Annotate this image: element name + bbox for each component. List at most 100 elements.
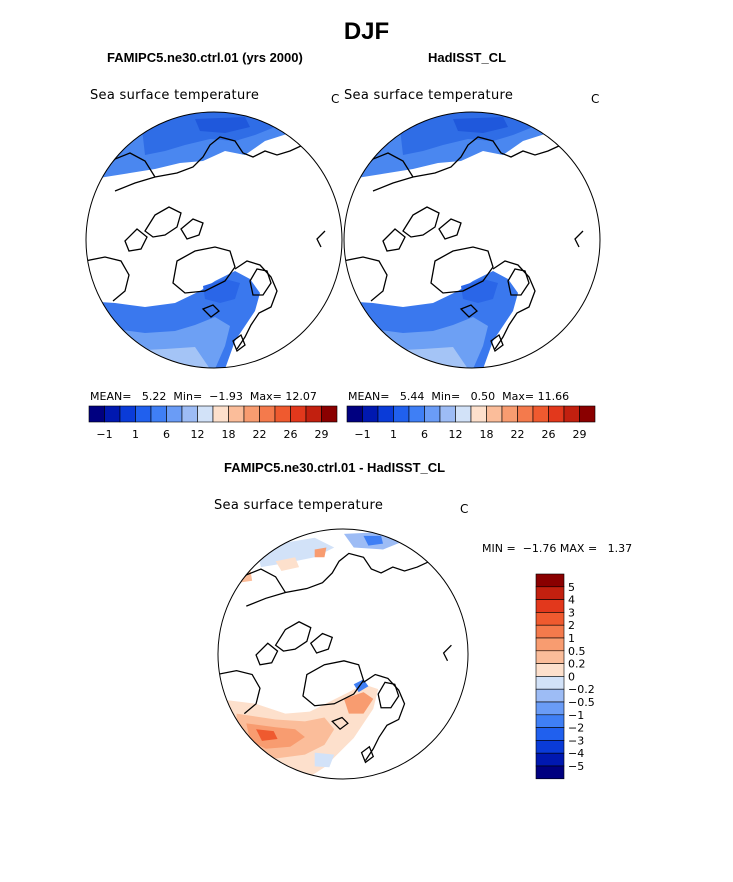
panel3-colorbar-tick-label: 0 bbox=[568, 670, 575, 683]
panel1-stats: MEAN= 5.22 Min= −1.93 Max= 12.07 bbox=[90, 390, 317, 403]
panel2-stats: MEAN= 5.44 Min= 0.50 Max= 11.66 bbox=[348, 390, 569, 403]
panel2-colorbar-tick-label: 1 bbox=[390, 428, 397, 441]
panel3-colorbar-swatch-7 bbox=[535, 663, 565, 677]
panel3-colorbar-swatch-9 bbox=[535, 688, 565, 703]
panel3-colorbar-swatch-13 bbox=[535, 740, 565, 754]
panel1-min-value: −1.93 bbox=[209, 390, 243, 403]
panel2-colorbar-tick-label: 12 bbox=[449, 428, 463, 441]
panel2-colorbar-swatch-1 bbox=[362, 405, 379, 423]
panel3-colorbar-swatch-1 bbox=[535, 586, 565, 600]
panel3-colorbar-tick-label: −3 bbox=[568, 734, 584, 747]
panel2-colorbar-swatch-11 bbox=[517, 405, 534, 423]
panel2-title: HadISST_CL bbox=[428, 50, 507, 65]
panel3-colorbar-swatch-12 bbox=[535, 727, 565, 741]
panel3-colorbar-swatch-14 bbox=[535, 752, 565, 767]
panel3-title: FAMIPC5.ne30.ctrl.01 - HadISST_CL bbox=[224, 460, 446, 475]
panel1-colorbar-swatch-11 bbox=[259, 405, 276, 423]
panel3-colorbar-swatch-3 bbox=[535, 612, 565, 626]
panel3-difference-map bbox=[217, 528, 469, 780]
panel1-colorbar-swatch-4 bbox=[150, 405, 167, 423]
panel2-colorbar-tick-label: 6 bbox=[421, 428, 428, 441]
panel3-stats: MIN = −1.76 MAX = 1.37 bbox=[482, 542, 632, 555]
panel1-colorbar-swatch-14 bbox=[305, 405, 322, 423]
panel3-max-label: MAX = bbox=[559, 542, 598, 555]
panel3-unit: C bbox=[460, 502, 469, 516]
panel3-colorbar-tick-label: 2 bbox=[568, 619, 575, 632]
panel2-max-label: Max= bbox=[502, 390, 535, 403]
panel3-colorbar-tick-label: 0.5 bbox=[568, 645, 586, 658]
panel3-colorbar-tick-label: 0.2 bbox=[568, 658, 586, 671]
panel3-colorbar-swatch-6 bbox=[535, 650, 565, 664]
panel3-colorbar-swatch-2 bbox=[535, 599, 565, 613]
panel1-min-label: Min= bbox=[173, 390, 203, 403]
panel3-colorbar-swatch-10 bbox=[535, 701, 565, 716]
panel1-colorbar-swatch-5 bbox=[166, 405, 183, 423]
panel1-max-value: 12.07 bbox=[285, 390, 317, 403]
panel2-polar-map bbox=[343, 111, 601, 369]
panel3-colorbar-tick-label: −4 bbox=[568, 747, 584, 760]
panel2-max-value: 11.66 bbox=[537, 390, 570, 403]
panel2-colorbar-swatch-10 bbox=[501, 405, 518, 423]
panel3-colorbar-tick-label: −2 bbox=[568, 722, 584, 735]
panel3-min-label: MIN = bbox=[482, 542, 516, 555]
panel1-colorbar-swatch-9 bbox=[228, 405, 245, 423]
panel1-colorbar-swatch-15 bbox=[321, 405, 338, 423]
panel1-polar-map bbox=[85, 111, 343, 369]
panel2-colorbar-tick-label: 18 bbox=[480, 428, 494, 441]
panel3-colorbar-swatch-8 bbox=[535, 676, 565, 690]
panel2-colorbar-tick-label: 29 bbox=[573, 428, 587, 441]
panel1-colorbar-swatch-0 bbox=[88, 405, 105, 423]
panel1-title: FAMIPC5.ne30.ctrl.01 (yrs 2000) bbox=[107, 50, 303, 65]
panel2-colorbar-swatch-7 bbox=[455, 405, 472, 423]
panel1-colorbar-swatch-12 bbox=[274, 405, 291, 423]
panel2-colorbar-swatch-12 bbox=[532, 405, 549, 423]
panel1-colorbar-tick-label: 1 bbox=[132, 428, 139, 441]
panel1-colorbar-swatch-2 bbox=[119, 405, 136, 423]
panel1-colorbar-swatch-7 bbox=[197, 405, 214, 423]
panel3-colorbar-tick-label: −0.5 bbox=[568, 696, 595, 709]
panel2-colorbar-swatch-9 bbox=[486, 405, 503, 423]
panel3-colorbar-tick-label: 4 bbox=[568, 594, 575, 607]
panel2-field-label: Sea surface temperature bbox=[344, 88, 514, 103]
panel2-colorbar-tick-label: 26 bbox=[542, 428, 556, 441]
panel1-colorbar-tick-label: 26 bbox=[284, 428, 298, 441]
panel1-colorbar-tick-label: 6 bbox=[163, 428, 170, 441]
panel2-colorbar-swatch-14 bbox=[563, 405, 580, 423]
panel2-colorbar-tick-label: 22 bbox=[511, 428, 525, 441]
panel3-colorbar-tick-label: 3 bbox=[568, 606, 575, 619]
season-title: DJF bbox=[343, 18, 390, 45]
panel2-colorbar-swatch-4 bbox=[408, 405, 425, 423]
panel2-mean-value: 5.44 bbox=[399, 390, 425, 403]
panel3-colorbar-swatch-4 bbox=[535, 624, 565, 639]
panel1-colorbar-swatch-6 bbox=[181, 405, 198, 423]
panel1-field-label: Sea surface temperature bbox=[90, 88, 260, 103]
panel3-colorbar-swatch-0 bbox=[535, 573, 565, 588]
panel1-mean-label: MEAN= bbox=[90, 390, 132, 403]
panel1-colorbar-swatch-8 bbox=[212, 405, 229, 423]
panel1-colorbar-swatch-1 bbox=[104, 405, 121, 423]
panel2-colorbar-swatch-2 bbox=[377, 405, 394, 423]
panel1-colorbar-tick-label: −1 bbox=[96, 428, 112, 441]
panel2-colorbar-swatch-5 bbox=[424, 405, 441, 423]
panel3-max-value: 1.37 bbox=[607, 542, 633, 555]
panel3-colorbar-tick-label: −0.2 bbox=[568, 683, 595, 696]
panel1-colorbar-tick-label: 12 bbox=[191, 428, 205, 441]
panel1-colorbar-swatch-10 bbox=[243, 405, 260, 423]
panel2-min-value: 0.50 bbox=[470, 390, 496, 403]
panel1-colorbar-tick-label: 22 bbox=[253, 428, 267, 441]
panel3-colorbar-swatch-11 bbox=[535, 714, 565, 728]
panel3-colorbar-swatch-15 bbox=[535, 765, 565, 780]
panel2-colorbar-swatch-8 bbox=[470, 405, 487, 423]
panel3-field-label: Sea surface temperature bbox=[214, 498, 384, 513]
panel1-unit: C bbox=[331, 92, 340, 106]
panel2-colorbar-swatch-3 bbox=[393, 405, 410, 423]
panel2-unit: C bbox=[591, 92, 600, 106]
panel2-colorbar-swatch-0 bbox=[346, 405, 363, 423]
panel3-colorbar-tick-label: 5 bbox=[568, 581, 575, 594]
panel3-min-value: −1.76 bbox=[522, 542, 557, 555]
panel2-colorbar-tick-label: −1 bbox=[354, 428, 370, 441]
panel1-colorbar: −1 1 6 12 18 22 26 29 bbox=[88, 405, 338, 441]
panel3-colorbar-tick-label: −1 bbox=[568, 709, 584, 722]
panel1-mean-value: 5.22 bbox=[141, 390, 167, 403]
